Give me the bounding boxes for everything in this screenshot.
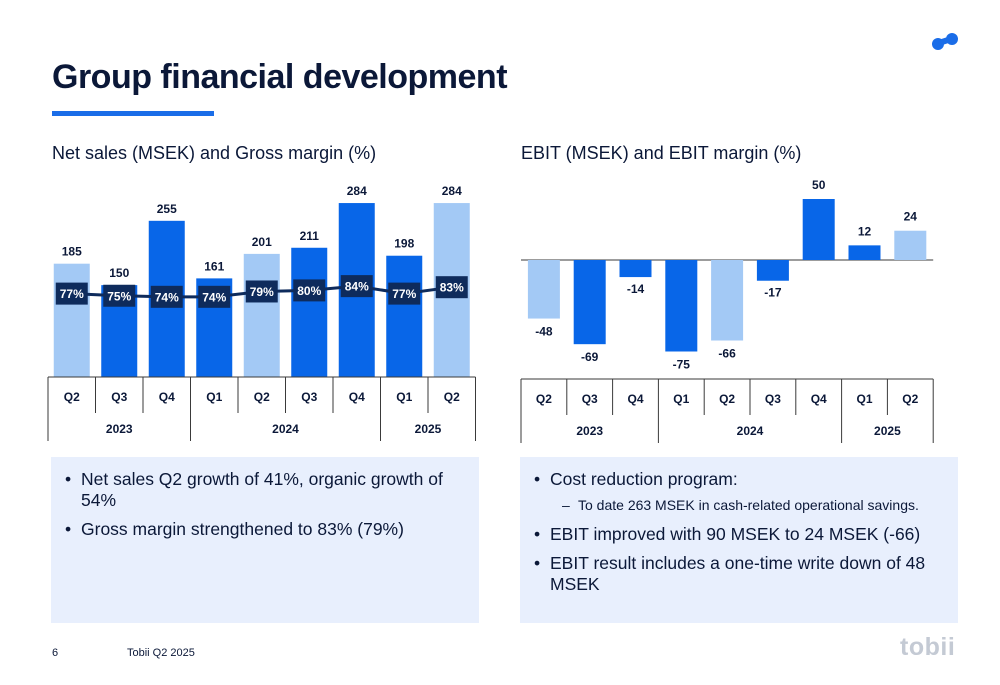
- summary-bullet: Net sales Q2 growth of 41%, organic grow…: [63, 469, 465, 511]
- ebit-chart-title: EBIT (MSEK) and EBIT margin (%): [521, 143, 802, 163]
- ebit-bar: [802, 199, 835, 260]
- net-sales-quarter-label: Q2: [444, 390, 460, 404]
- gross-margin-label: 79%: [250, 285, 274, 299]
- net-sales-quarter-label: Q4: [349, 390, 365, 404]
- net-sales-year-label: 2023: [106, 422, 133, 436]
- summary-bullet: EBIT improved with 90 MSEK to 24 MSEK (-…: [532, 524, 944, 545]
- gross-margin-label-box: [340, 275, 373, 298]
- gross-margin-label-box: [435, 276, 468, 299]
- net-sales-value-label: 201: [252, 235, 272, 249]
- ebit-quarter-label: Q3: [582, 392, 598, 406]
- ebit-quarter-label: Q2: [902, 392, 918, 406]
- ebit-bar: [848, 245, 881, 260]
- net-sales-summary-panel: Net sales Q2 growth of 41%, organic grow…: [51, 457, 479, 623]
- ebit-bar: [665, 260, 698, 352]
- net-sales-value-label: 161: [204, 259, 224, 273]
- ebit-value-label: -75: [673, 358, 691, 372]
- net-sales-bar: [243, 253, 280, 377]
- ebit-year-label: 2024: [737, 424, 764, 438]
- summary-bullet: EBIT result includes a one-time write do…: [532, 553, 944, 595]
- net-sales-bar: [386, 255, 423, 377]
- gross-margin-label: 75%: [107, 289, 131, 303]
- gross-margin-label-box: [150, 285, 183, 308]
- ebit-quarter-label: Q3: [765, 392, 781, 406]
- net-sales-quarter-label: Q3: [111, 390, 127, 404]
- net-sales-value-label: 150: [109, 266, 129, 280]
- gross-margin-label-box: [198, 285, 231, 308]
- gross-margin-label: 77%: [60, 287, 84, 301]
- gross-margin-label: 74%: [155, 290, 179, 304]
- net-sales-year-label: 2024: [272, 422, 299, 436]
- ebit-value-label: 12: [858, 224, 872, 238]
- ebit-bar: [619, 260, 652, 278]
- ebit-year-label: 2025: [874, 424, 901, 438]
- gross-margin-label-box: [245, 280, 278, 303]
- net-sales-quarter-label: Q4: [159, 390, 175, 404]
- ebit-bar: [527, 260, 560, 319]
- net-sales-quarter-label: Q1: [396, 390, 412, 404]
- net-sales-quarter-label: Q3: [301, 390, 317, 404]
- ebit-quarter-label: Q2: [719, 392, 735, 406]
- gross-margin-label-box: [55, 282, 88, 305]
- gross-margin-label: 83%: [440, 281, 464, 295]
- net-sales-value-label: 284: [347, 184, 367, 198]
- title-underline: [52, 111, 214, 116]
- summary-bullet: Gross margin strengthened to 83% (79%): [63, 519, 465, 540]
- net-sales-value-label: 284: [442, 184, 462, 198]
- ebit-year-label: 2023: [576, 424, 603, 438]
- net-sales-quarter-label: Q2: [64, 390, 80, 404]
- page-title: Group financial development: [52, 58, 508, 96]
- ebit-quarter-label: Q2: [536, 392, 552, 406]
- ebit-bar: [756, 260, 789, 281]
- ebit-value-label: -14: [627, 282, 645, 296]
- gross-margin-label: 77%: [392, 287, 416, 301]
- brand-logo: tobii: [900, 633, 956, 661]
- net-sales-chart-title: Net sales (MSEK) and Gross margin (%): [52, 143, 377, 163]
- ebit-bar: [894, 230, 927, 260]
- ebit-value-label: -69: [581, 350, 599, 364]
- net-sales-value-label: 255: [157, 202, 177, 216]
- net-sales-bar: [53, 263, 90, 377]
- net-sales-value-label: 185: [62, 245, 82, 259]
- ebit-bar: [573, 260, 606, 345]
- ebit-summary-panel: Cost reduction program: To date 263 MSEK…: [520, 457, 958, 623]
- gross-margin-label: 84%: [345, 280, 369, 294]
- gross-margin-label-box: [103, 284, 136, 307]
- ebit-value-label: 24: [904, 210, 918, 224]
- summary-sub-bullet: To date 263 MSEK in cash-related operati…: [532, 496, 944, 514]
- ebit-quarter-label: Q1: [673, 392, 689, 406]
- ebit-value-label: -66: [718, 347, 736, 361]
- ebit-value-label: -48: [535, 325, 553, 339]
- net-sales-year-label: 2025: [415, 422, 442, 436]
- page-number: 6: [52, 647, 59, 659]
- net-sales-quarter-label: Q1: [206, 390, 222, 404]
- net-sales-value-label: 211: [300, 229, 320, 243]
- gross-margin-label: 80%: [297, 284, 321, 298]
- net-sales-chart: 185 150 255 161 201 211 284 198 284 77% 75% 74% 74% 7…: [47, 184, 476, 441]
- footer-text: Tobii Q2 2025: [127, 647, 195, 659]
- ebit-quarter-label: Q4: [627, 392, 643, 406]
- two-dots-icon: [932, 33, 958, 50]
- gross-margin-label: 74%: [202, 290, 226, 304]
- ebit-quarter-label: Q1: [856, 392, 872, 406]
- net-sales-bar: [291, 247, 328, 377]
- net-sales-quarter-label: Q2: [254, 390, 270, 404]
- net-sales-value-label: 198: [394, 237, 414, 251]
- ebit-chart: -48 -69 -14 -75 -66 -17 50 12 24 Q2 Q3 Q4 Q1 Q2 Q3 Q4 Q1…: [520, 178, 934, 443]
- gross-margin-label-box: [293, 279, 326, 302]
- gross-margin-label-box: [388, 282, 421, 305]
- ebit-bar: [711, 260, 744, 341]
- ebit-value-label: 50: [812, 178, 826, 192]
- summary-bullet: Cost reduction program:: [532, 469, 944, 490]
- ebit-value-label: -17: [764, 286, 782, 300]
- ebit-quarter-label: Q4: [811, 392, 827, 406]
